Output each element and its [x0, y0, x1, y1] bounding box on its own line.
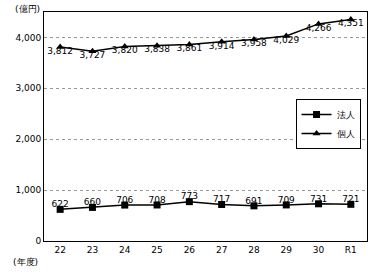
svg-text:709: 709 — [278, 195, 295, 205]
svg-text:3,812: 3,812 — [47, 46, 73, 56]
svg-text:731: 731 — [310, 194, 327, 204]
svg-text:4,029: 4,029 — [273, 35, 299, 45]
svg-text:(年度): (年度) — [13, 257, 38, 267]
svg-text:23: 23 — [87, 245, 98, 255]
svg-text:個人: 個人 — [337, 129, 355, 139]
svg-text:22: 22 — [54, 245, 65, 255]
svg-text:622: 622 — [52, 199, 69, 209]
svg-text:24: 24 — [119, 245, 131, 255]
svg-text:28: 28 — [248, 245, 260, 255]
svg-text:3,914: 3,914 — [209, 41, 235, 51]
svg-text:4,351: 4,351 — [338, 18, 364, 28]
svg-text:708: 708 — [148, 195, 165, 205]
svg-text:26: 26 — [184, 245, 196, 255]
svg-text:4,000: 4,000 — [15, 33, 41, 43]
svg-text:30: 30 — [313, 245, 325, 255]
svg-text:29: 29 — [281, 245, 293, 255]
svg-text:3,958: 3,958 — [241, 38, 267, 48]
svg-text:2,000: 2,000 — [15, 134, 41, 144]
svg-text:(億円): (億円) — [15, 4, 40, 14]
svg-text:706: 706 — [116, 195, 133, 205]
svg-text:3,727: 3,727 — [80, 50, 106, 60]
svg-text:3,861: 3,861 — [176, 43, 202, 53]
svg-text:R1: R1 — [345, 245, 357, 255]
svg-text:法人: 法人 — [337, 110, 355, 120]
svg-text:25: 25 — [151, 245, 162, 255]
svg-text:3,000: 3,000 — [15, 83, 41, 93]
svg-text:691: 691 — [245, 196, 262, 206]
svg-text:773: 773 — [181, 191, 198, 201]
svg-text:27: 27 — [216, 245, 227, 255]
svg-text:4,266: 4,266 — [306, 23, 332, 33]
svg-text:3,838: 3,838 — [144, 44, 170, 54]
svg-text:0: 0 — [35, 236, 41, 246]
svg-text:721: 721 — [342, 194, 359, 204]
svg-text:1,000: 1,000 — [15, 185, 41, 195]
svg-text:717: 717 — [213, 194, 230, 204]
svg-text:660: 660 — [84, 197, 101, 207]
svg-text:3,820: 3,820 — [112, 45, 138, 55]
